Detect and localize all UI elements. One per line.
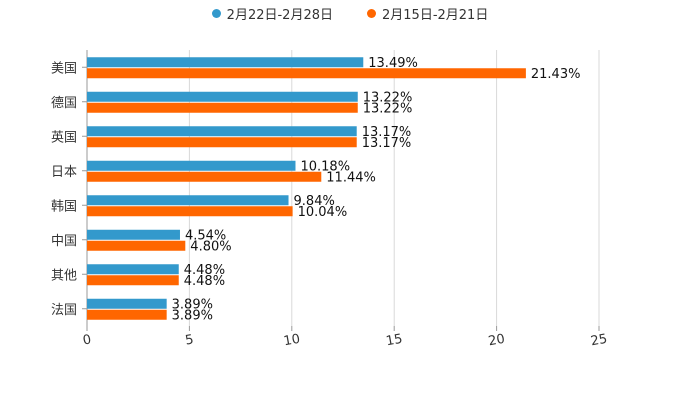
bar-s1-5 (87, 229, 180, 240)
data-label-s1-5: 4.54% (185, 228, 226, 243)
bar-s1-6 (87, 264, 179, 275)
bar-s2-3 (87, 171, 322, 182)
bar-s2-6 (87, 275, 179, 286)
bar-s1-7 (87, 298, 167, 309)
bar-s1-0 (87, 57, 364, 68)
legend-item-series-1[interactable]: 2月22日-2月28日 (211, 4, 333, 23)
bar-s2-2 (87, 137, 357, 148)
x-tick-label-5: 5 (184, 332, 195, 348)
bar-s2-7 (87, 309, 167, 320)
bar-s2-5 (87, 240, 186, 251)
legend-marker-series-2 (367, 9, 376, 18)
category-label-4: 韩国 (51, 199, 77, 214)
x-tick-label-20: 20 (487, 332, 506, 350)
bar-s2-1 (87, 102, 358, 113)
data-label-s2-2: 13.17% (362, 136, 412, 151)
category-label-2: 英国 (51, 130, 77, 145)
data-label-s2-0: 21.43% (531, 67, 581, 82)
x-tick-label-10: 10 (282, 332, 301, 350)
legend-marker-series-1 (211, 9, 221, 18)
legend-label-series-2: 2月15日-2月21日 (382, 8, 489, 23)
category-label-1: 德国 (51, 96, 77, 111)
legend-label-series-1: 2月22日-2月28日 (226, 8, 333, 23)
data-label-s2-5: 4.80% (190, 239, 231, 254)
bar-s1-1 (87, 91, 358, 102)
data-label-s2-3: 11.44% (326, 170, 376, 185)
bar-s2-0 (87, 68, 526, 79)
data-label-s1-4: 9.84% (294, 194, 335, 209)
data-label-s2-1: 13.22% (363, 101, 413, 116)
bar-s1-4 (87, 195, 289, 206)
data-label-s2-4: 10.04% (298, 205, 348, 220)
data-label-s1-0: 13.49% (368, 56, 418, 71)
category-label-7: 法国 (51, 303, 77, 318)
bar-s2-4 (87, 206, 293, 217)
category-label-5: 中国 (51, 234, 77, 249)
data-label-s2-6: 4.48% (184, 274, 225, 289)
data-label-s1-3: 10.18% (300, 159, 350, 174)
legend: 2月22日-2月28日 2月15日-2月21日 (0, 4, 700, 23)
x-tick-label-15: 15 (385, 332, 404, 350)
category-label-6: 其他 (51, 268, 77, 283)
bar-s1-2 (87, 126, 357, 137)
x-tick-label-0: 0 (82, 332, 93, 348)
bar-s1-3 (87, 160, 296, 171)
category-label-0: 美国 (51, 61, 77, 76)
category-label-3: 日本 (51, 165, 77, 180)
legend-item-series-2[interactable]: 2月15日-2月21日 (367, 4, 488, 23)
x-tick-label-25: 25 (590, 332, 609, 350)
data-label-s1-7: 3.89% (172, 297, 213, 312)
data-label-s1-1: 13.22% (363, 90, 413, 105)
data-label-s1-2: 13.17% (362, 125, 412, 140)
data-label-s1-6: 4.48% (184, 263, 225, 278)
data-label-s2-7: 3.89% (172, 308, 213, 323)
